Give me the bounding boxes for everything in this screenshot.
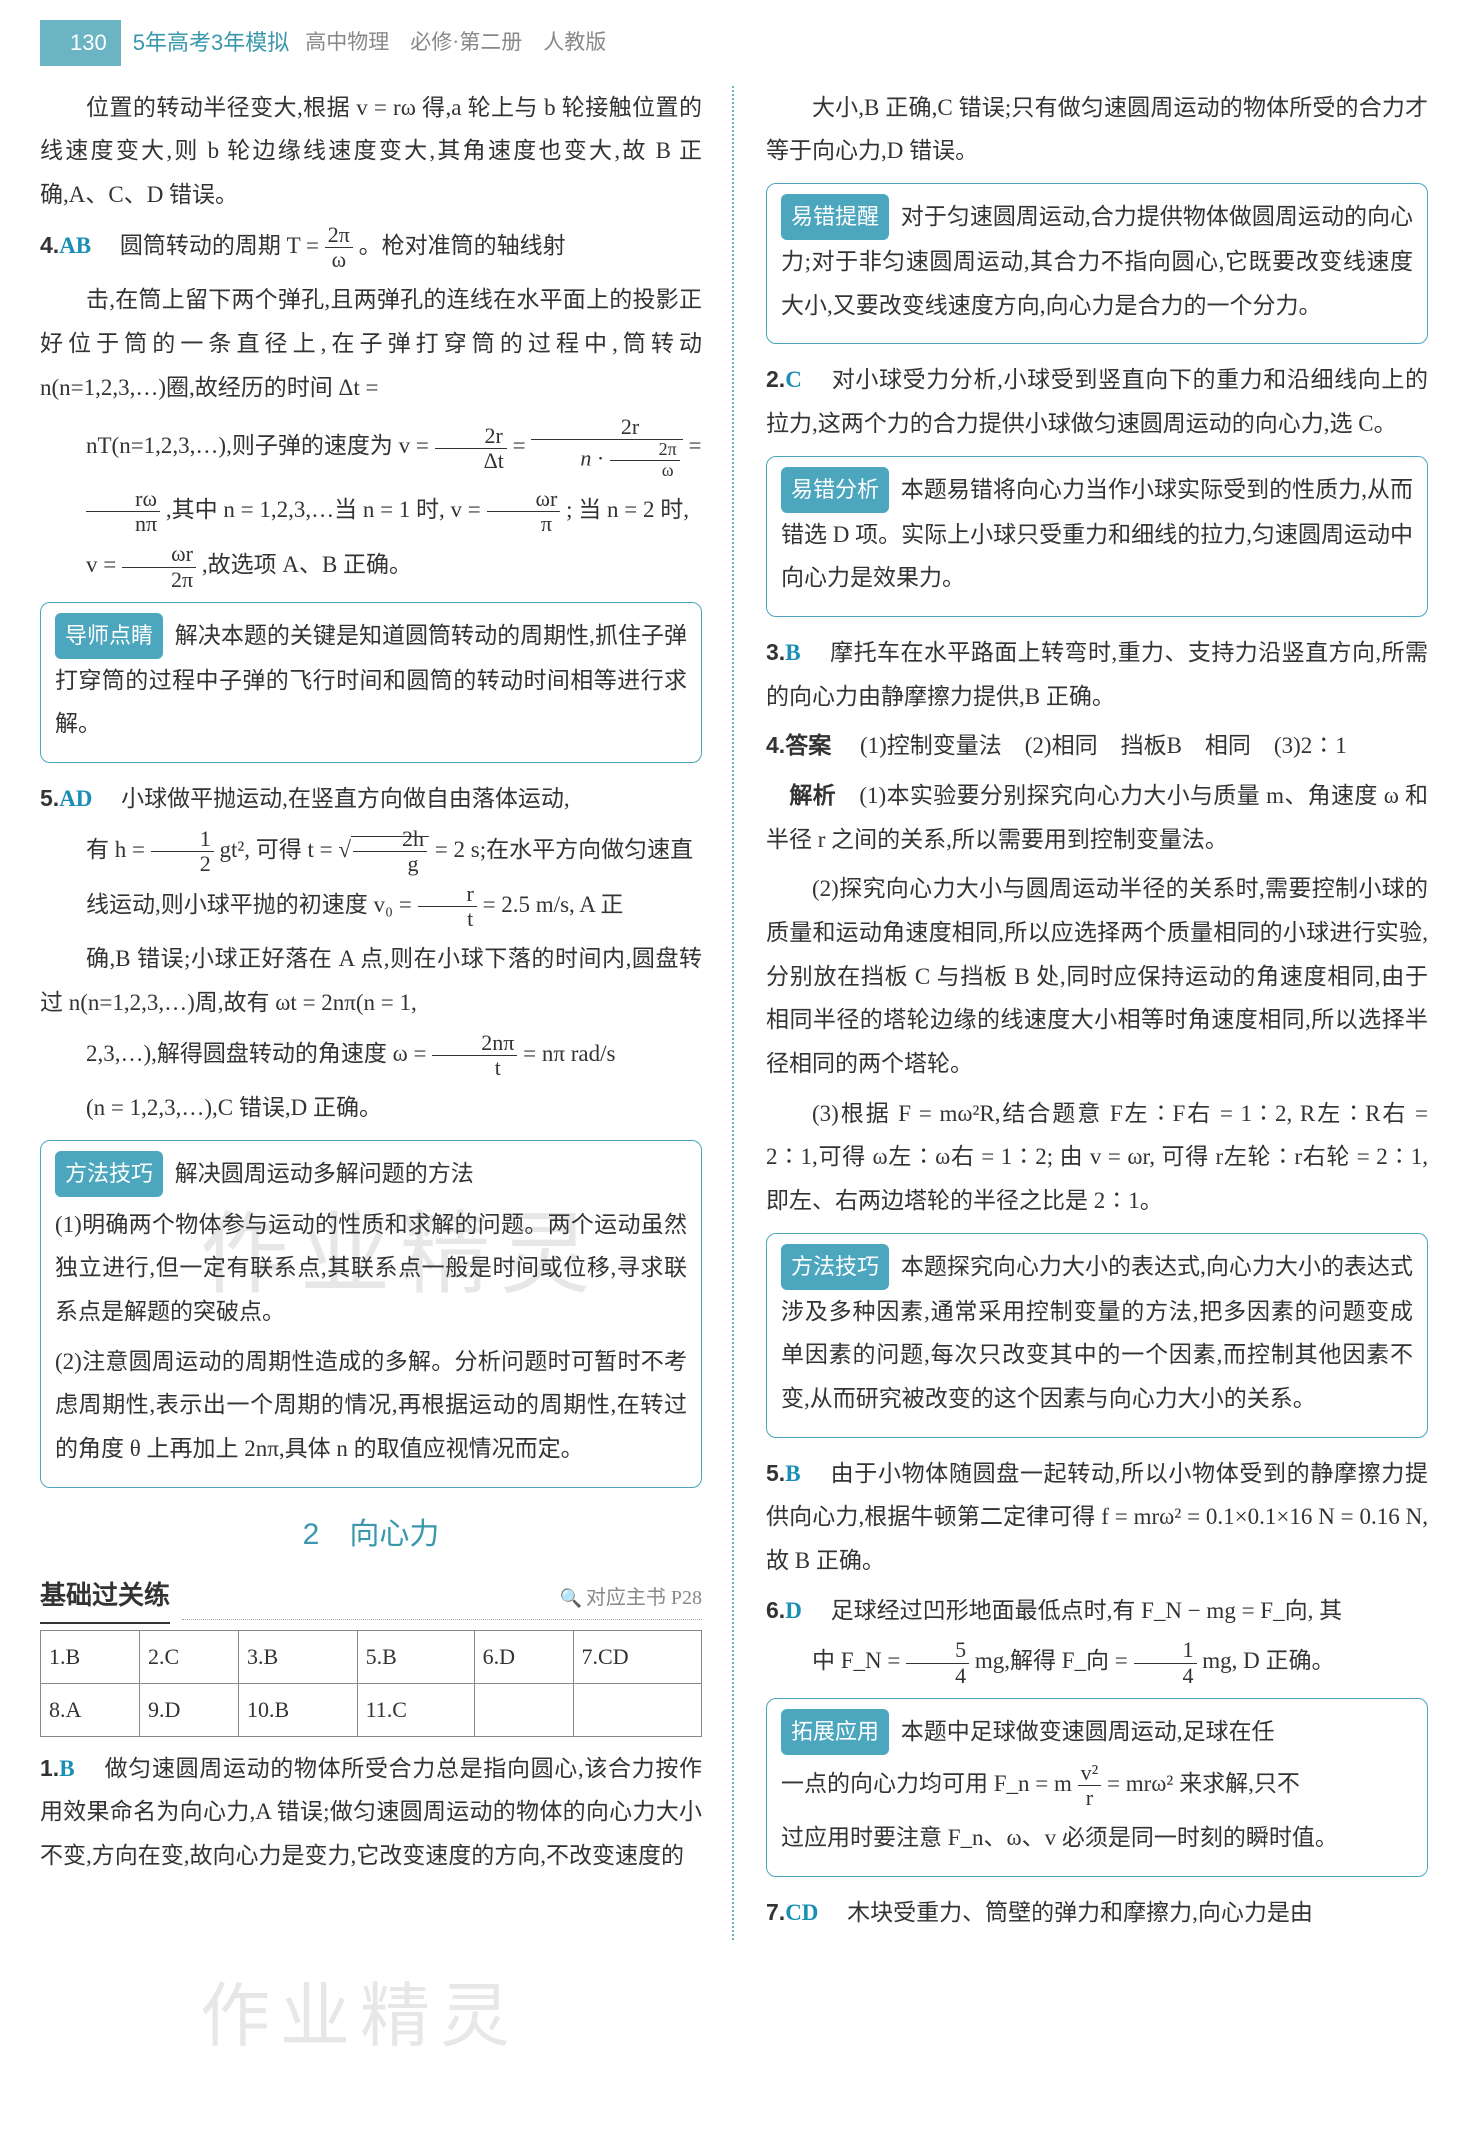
question-5: 5.AD 小球做平抛运动,在竖直方向做自由落体运动, <box>40 777 702 821</box>
body-text: 确,B 错误;小球正好落在 A 点,则在小球下落的时间内,圆盘转过 n(n=1,… <box>40 937 702 1024</box>
qnum: 4. <box>766 732 785 758</box>
body-text: 2,3,…),解得圆盘转动的角速度 ω = 2nπt = nπ rad/s <box>40 1031 702 1080</box>
body-text: v = ωr2π ,故选项 A、B 正确。 <box>40 542 702 591</box>
body-text: nT(n=1,2,3,…),则子弹的速度为 v = 2rΔt = 2rn · 2… <box>40 415 702 481</box>
body-text: 有 h = 12 gt², 可得 t = √2hg = 2 s;在水平方向做匀速… <box>40 827 702 876</box>
box-text: (2)注意圆周运动的周期性造成的多解。分析问题时可暂时不考虑周期性,表示出一个周… <box>55 1340 687 1471</box>
tip-box: 导师点睛 解决本题的关键是知道圆筒转动的周期性,抓住子弹打穿筒的过程中子弹的飞行… <box>40 602 702 763</box>
method-box: 方法技巧 本题探究向心力大小的表达式,向心力大小的表达式涉及多种因素,通常采用控… <box>766 1233 1428 1438</box>
page-header: 130 5年高考3年模拟 高中物理 必修·第二册 人教版 <box>40 20 1428 74</box>
answer-table: 1.B 2.C 3.B 5.B 6.D 7.CD 8.A 9.D 10.B 11… <box>40 1630 702 1737</box>
body-text: (n = 1,2,3,…),C 错误,D 正确。 <box>40 1086 702 1130</box>
body-text: 击,在筒上留下两个弹孔,且两弹孔的连线在水平面上的投影正好位于筒的一条直径上,在… <box>40 278 702 409</box>
answer: B <box>785 640 800 665</box>
question-3: 3.B 摩托车在水平路面上转弯时,重力、支持力沿竖直方向,所需的向心力由静摩擦力… <box>766 631 1428 718</box>
watermark: 作业精灵 <box>200 1950 520 2083</box>
book-title: 5年高考3年模拟 <box>133 22 289 64</box>
column-divider <box>732 86 736 1941</box>
qnum: 6. <box>766 1597 785 1623</box>
right-column: 大小,B 正确,C 错误;只有做匀速圆周运动的物体所受的合力才等于向心力,D 错… <box>766 86 1428 1941</box>
subsection-ref: 🔍对应主书 P28 <box>182 1579 702 1620</box>
question-7: 7.CD 木块受重力、筒壁的弹力和摩擦力,向心力是由 <box>766 1891 1428 1935</box>
answer: C <box>785 367 802 392</box>
method-box: 方法技巧 解决圆周运动多解问题的方法 (1)明确两个物体参与运动的性质和求解的问… <box>40 1140 702 1488</box>
qnum: 5. <box>40 785 59 811</box>
body-text: rωnπ ,其中 n = 1,2,3,…当 n = 1 时, v = ωrπ ;… <box>40 487 702 536</box>
section-title: 2 向心力 <box>40 1506 702 1563</box>
answer: B <box>59 1756 74 1781</box>
question-4: 4.AB 圆筒转动的周期 T = 2πω 。枪对准筒的轴线射 <box>40 223 702 272</box>
box-label: 易错分析 <box>781 467 889 513</box>
box-label: 方法技巧 <box>55 1151 163 1197</box>
answer: CD <box>785 1900 818 1925</box>
box-label: 易错提醒 <box>781 194 889 240</box>
body-text: (3)根据 F = mω²R,结合题意 F左∶F右 = 1∶2, R左∶R右 =… <box>766 1092 1428 1223</box>
question-1: 1.B 做匀速圆周运动的物体所受合力总是指向圆心,该合力按作用效果命名为向心力,… <box>40 1747 702 1878</box>
answer: AD <box>59 786 92 811</box>
answer-label: 答案 <box>785 733 831 758</box>
qnum: 3. <box>766 639 785 665</box>
extend-box: 拓展应用 本题中足球做变速圆周运动,足球在任 一点的向心力均可用 F_n = m… <box>766 1698 1428 1877</box>
question-6: 6.D 足球经过凹形地面最低点时,有 F_N − mg = F_向, 其 <box>766 1589 1428 1633</box>
answer: AB <box>59 233 91 258</box>
body-text: 线运动,则小球平抛的初速度 v₀ = rt = 2.5 m/s, A 正 <box>40 882 702 931</box>
question-5: 5.B 由于小物体随圆盘一起转动,所以小物体受到的静摩擦力提供向心力,根据牛顿第… <box>766 1452 1428 1583</box>
question-2: 2.C 对小球受力分析,小球受到竖直向下的重力和沿细线向上的拉力,这两个力的合力… <box>766 358 1428 445</box>
qnum: 5. <box>766 1460 785 1486</box>
left-column: 位置的转动半径变大,根据 v = rω 得,a 轮上与 b 轮接触位置的线速度变… <box>40 86 702 1941</box>
body-text: 大小,B 正确,C 错误;只有做匀速圆周运动的物体所受的合力才等于向心力,D 错… <box>766 86 1428 173</box>
subsection-title: 基础过关练 <box>40 1571 170 1624</box>
box-label: 方法技巧 <box>781 1244 889 1290</box>
warning-box: 易错提醒 对于匀速圆周运动,合力提供物体做圆周运动的向心力;对于非匀速圆周运动,… <box>766 183 1428 344</box>
book-subtitle: 高中物理 必修·第二册 人教版 <box>305 23 606 63</box>
explanation: 解析 (1)本实验要分别探究向心力大小与质量 m、角速度 ω 和半径 r 之间的… <box>766 774 1428 861</box>
answer: B <box>785 1461 800 1486</box>
page-number: 130 <box>40 20 121 66</box>
subsection-row: 基础过关练 🔍对应主书 P28 <box>40 1571 702 1624</box>
magnify-icon: 🔍 <box>559 1588 581 1608</box>
qnum: 7. <box>766 1899 785 1925</box>
table-row: 8.A 9.D 10.B 11.C <box>41 1683 702 1736</box>
qnum: 4. <box>40 232 59 258</box>
box-title: 解决圆周运动多解问题的方法 <box>175 1161 474 1186</box>
box-text: (1)明确两个物体参与运动的性质和求解的问题。两个运动虽然独立进行,但一定有联系… <box>55 1203 687 1334</box>
table-row: 1.B 2.C 3.B 5.B 6.D 7.CD <box>41 1631 702 1684</box>
body-text: (2)探究向心力大小与圆周运动半径的关系时,需要控制小球的质量和运动角速度相同,… <box>766 867 1428 1085</box>
qnum: 1. <box>40 1755 59 1781</box>
box-label: 拓展应用 <box>781 1709 889 1755</box>
answer: D <box>785 1598 802 1623</box>
body-text: 中 F_N = 54 mg,解得 F_向 = 14 mg, D 正确。 <box>766 1638 1428 1687</box>
body-text: 位置的转动半径变大,根据 v = rω 得,a 轮上与 b 轮接触位置的线速度变… <box>40 86 702 217</box>
question-4: 4.答案 (1)控制变量法 (2)相同 挡板B 相同 (3)2∶1 <box>766 724 1428 768</box>
error-box: 易错分析 本题易错将向心力当作小球实际受到的性质力,从而错选 D 项。实际上小球… <box>766 456 1428 617</box>
box-label: 导师点睛 <box>55 613 163 659</box>
qnum: 2. <box>766 366 785 392</box>
